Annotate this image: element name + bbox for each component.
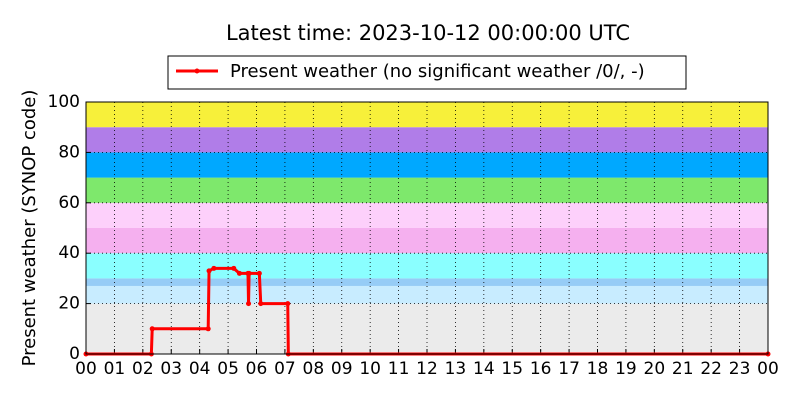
x-tick-label: 05 — [217, 359, 239, 379]
y-tick-label: 100 — [48, 92, 80, 112]
x-tick-label: 09 — [331, 359, 353, 379]
legend-box — [167, 55, 687, 90]
data-point — [285, 301, 291, 307]
x-tick-label: 18 — [587, 359, 609, 379]
plot-frame — [85, 101, 769, 355]
x-tick-label: 19 — [615, 359, 637, 379]
x-tick-label: 14 — [473, 359, 495, 379]
x-tick-label: 00 — [75, 359, 97, 379]
x-tick-label: 21 — [672, 359, 694, 379]
x-tick-label: 07 — [274, 359, 296, 379]
background-band — [86, 152, 768, 178]
y-tick-label: 20 — [58, 294, 80, 314]
series-line — [86, 266, 768, 356]
x-tick-label: 04 — [189, 359, 211, 379]
y-tick-label: 80 — [58, 142, 80, 162]
data-point — [206, 268, 212, 274]
background-band — [86, 127, 768, 153]
x-tick-label: 11 — [388, 359, 410, 379]
data-point — [246, 270, 252, 276]
x-tick-label: 13 — [445, 359, 467, 379]
y-tick-label: 0 — [69, 344, 80, 364]
x-tick-label: 00 — [757, 359, 779, 379]
data-point — [236, 270, 242, 276]
x-tick-label: 17 — [558, 359, 580, 379]
background-band — [86, 228, 768, 254]
x-tick-label: 12 — [416, 359, 438, 379]
y-tick-label: 60 — [58, 193, 80, 213]
x-tick-label: 20 — [644, 359, 666, 379]
data-point — [211, 265, 217, 271]
data-point — [149, 326, 155, 332]
x-tick-label: 01 — [104, 359, 126, 379]
data-point — [205, 326, 211, 332]
data-point — [231, 265, 237, 271]
legend-marker — [194, 68, 200, 74]
y-tick-label: 40 — [58, 243, 80, 263]
x-tick-label: 08 — [303, 359, 325, 379]
data-point — [258, 301, 264, 307]
chart-title: Latest time: 2023-10-12 00:00:00 UTC — [226, 21, 630, 45]
x-tick-label: 06 — [246, 359, 268, 379]
x-tick-label: 22 — [700, 359, 722, 379]
y-axis-label: Present weather (SYNOP code) — [19, 90, 40, 367]
x-tick-label: 03 — [160, 359, 182, 379]
x-tick-label: 15 — [501, 359, 523, 379]
x-tick-label: 16 — [530, 359, 552, 379]
data-point — [246, 301, 252, 307]
x-tick-label: 23 — [729, 359, 751, 379]
legend-label: Present weather (no significant weather … — [230, 61, 645, 82]
x-tick-label: 02 — [132, 359, 154, 379]
x-tick-label: 10 — [359, 359, 381, 379]
data-point — [256, 270, 262, 276]
